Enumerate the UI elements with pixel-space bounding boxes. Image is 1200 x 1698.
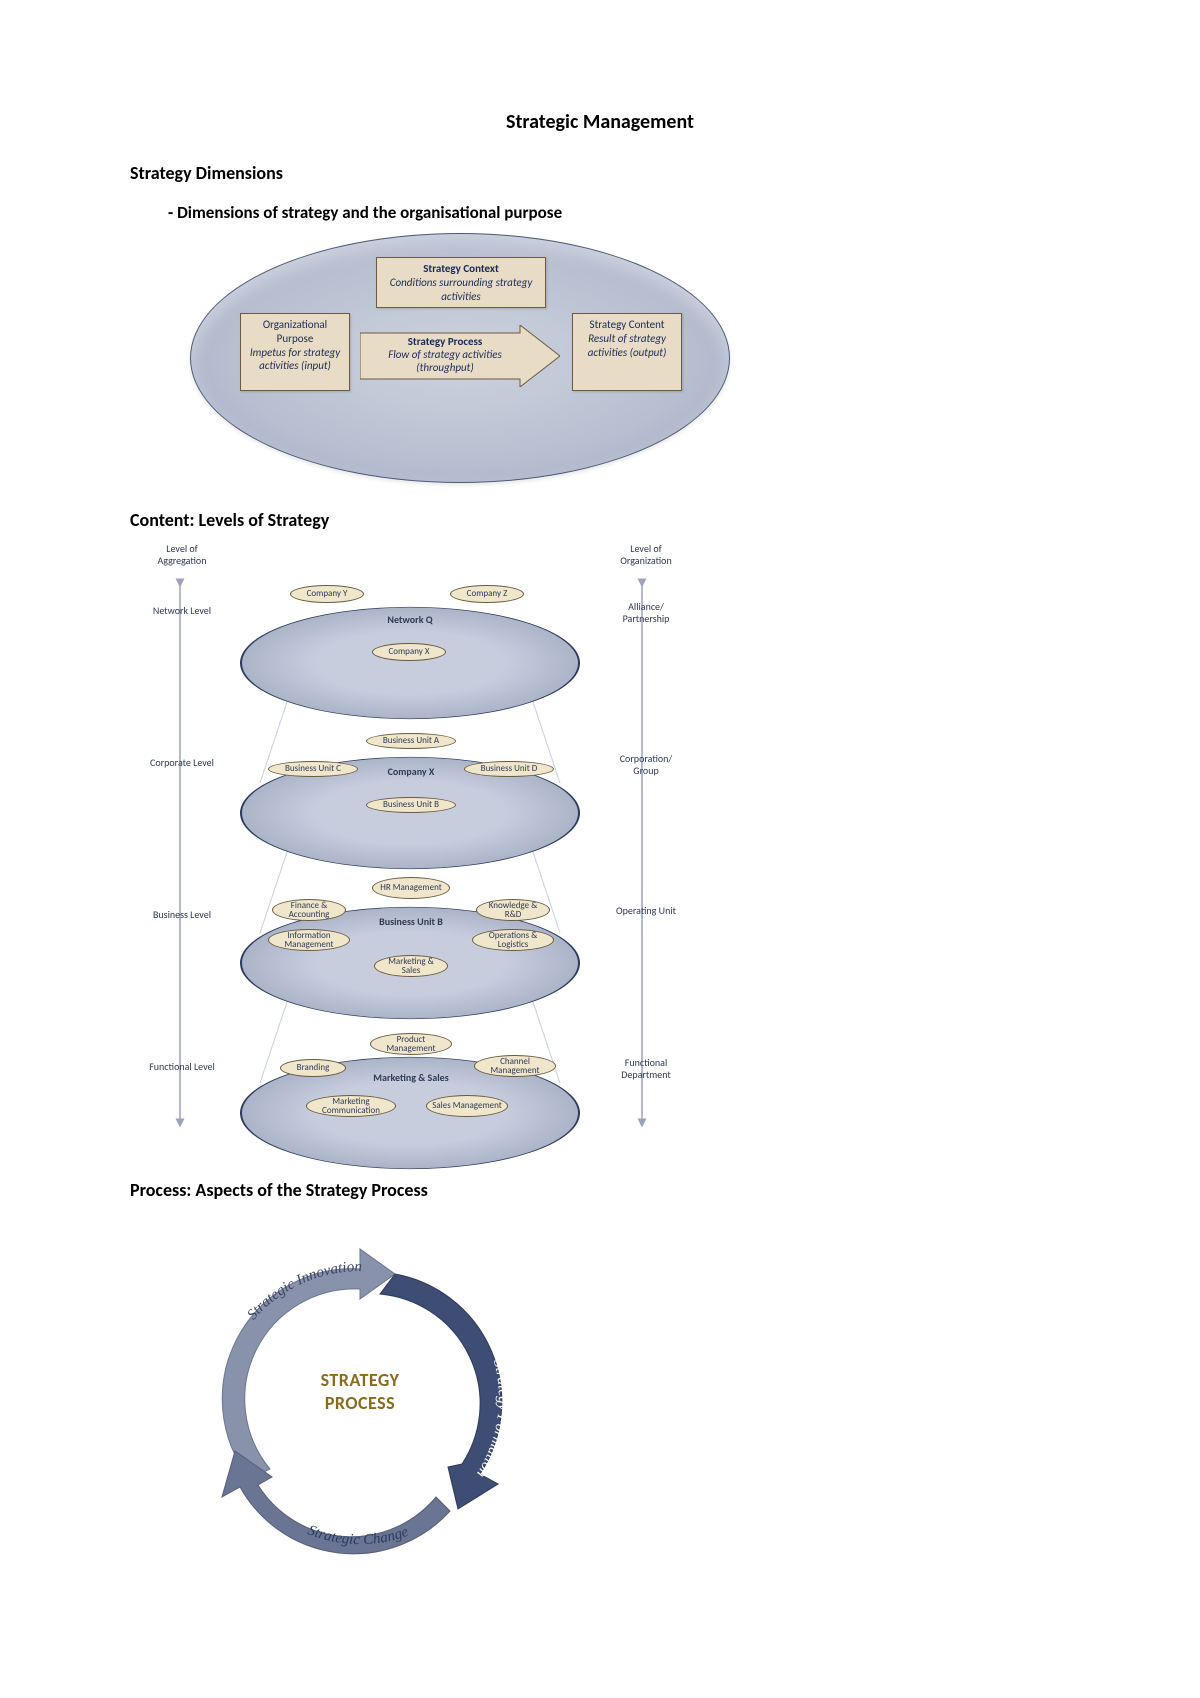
label: Conditions surrounding strategy activiti… (383, 276, 539, 304)
node: Branding (280, 1059, 346, 1077)
node: Marketing & Sales (374, 955, 448, 977)
page-title: Strategic Management (130, 110, 1070, 134)
node: Business Unit B (366, 797, 456, 813)
section1-heading: Strategy Dimensions (130, 162, 1070, 184)
right-level-label: Alliance/ Partnership (606, 601, 686, 625)
box-org-purpose: Organizational Purpose Impetus for strat… (240, 313, 350, 391)
node: Business Unit C (268, 761, 358, 777)
box-strategy-content: Strategy Content Result of strategy acti… (572, 313, 682, 391)
node: Finance & Accounting (272, 899, 346, 921)
bullet-item: Dimensions of strategy and the organisat… (168, 202, 1070, 223)
diagram-levels-of-strategy: Level of Aggregation Level of Organizati… (130, 543, 690, 1153)
node: Operations & Logistics (472, 929, 554, 951)
diagram-strategy-dimensions: Strategy Context Conditions surrounding … (190, 233, 730, 483)
section3-heading: Process: Aspects of the Strategy Process (130, 1179, 1070, 1201)
label: Strategy Context (383, 262, 539, 276)
box-strategy-process: Strategy Process Flow of strategy activi… (360, 325, 560, 392)
left-level-label: Network Level (142, 605, 222, 617)
right-level-label: Operating Unit (606, 905, 686, 917)
box-strategy-context: Strategy Context Conditions surrounding … (376, 257, 546, 308)
left-level-label: Corporate Level (142, 757, 222, 769)
disc-center: Business Unit B (366, 915, 456, 928)
label: Flow of strategy activities (throughput) (360, 348, 530, 374)
label: PROCESS (325, 1392, 395, 1414)
disc-center: Marketing & Sales (358, 1071, 464, 1084)
section1-bullets: Dimensions of strategy and the organisat… (130, 202, 1070, 223)
label: STRATEGY (321, 1369, 400, 1391)
right-level-label: Functional Department (606, 1057, 686, 1081)
disc-center: Network Q (370, 613, 450, 626)
node: Company X (372, 643, 446, 661)
diagram-strategy-process: Strategic Innovation Strategy Formation … (180, 1219, 540, 1579)
node: Business Unit D (464, 761, 554, 777)
label: Organizational Purpose (247, 318, 343, 346)
node: Business Unit A (366, 733, 456, 749)
node: Channel Management (474, 1055, 556, 1077)
label: Impetus for strategy activities (input) (247, 346, 343, 374)
node: HR Management (372, 877, 450, 899)
left-level-label: Business Level (142, 909, 222, 921)
node: Company Y (290, 585, 364, 603)
node: Product Management (370, 1033, 452, 1055)
node: Knowledge & R&D (476, 899, 550, 921)
label: Strategy Content (579, 318, 675, 332)
node: Information Management (268, 929, 350, 951)
right-level-label: Corporation/ Group (606, 753, 686, 777)
left-level-label: Functional Level (142, 1061, 222, 1073)
process-center-label: STRATEGY PROCESS (180, 1369, 540, 1416)
node: Marketing Communication (306, 1095, 396, 1117)
label: Result of strategy activities (output) (579, 332, 675, 360)
node: Company Z (450, 585, 524, 603)
section2-heading: Content: Levels of Strategy (130, 509, 1070, 531)
node: Sales Management (426, 1095, 508, 1117)
label: Strategy Process (360, 335, 530, 348)
disc-center: Company X (378, 765, 444, 778)
